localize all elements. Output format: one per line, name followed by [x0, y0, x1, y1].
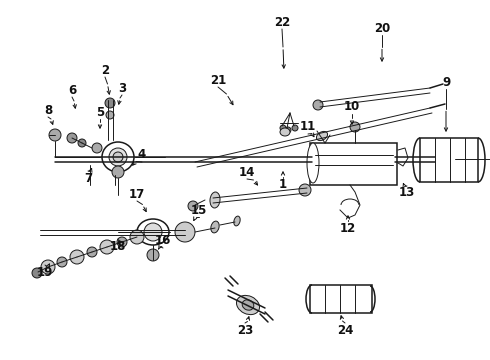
Ellipse shape: [242, 300, 254, 310]
Text: 7: 7: [84, 171, 92, 184]
Text: 4: 4: [138, 148, 146, 162]
Text: 18: 18: [110, 239, 126, 252]
Circle shape: [117, 237, 127, 247]
Circle shape: [78, 139, 86, 147]
Circle shape: [188, 201, 198, 211]
Circle shape: [313, 100, 323, 110]
Text: 10: 10: [344, 100, 360, 113]
Text: 5: 5: [96, 105, 104, 118]
Circle shape: [112, 166, 124, 178]
Text: 8: 8: [44, 104, 52, 117]
Bar: [310, 285, 372, 313]
Ellipse shape: [280, 128, 290, 136]
Ellipse shape: [113, 152, 123, 162]
Ellipse shape: [307, 143, 319, 183]
Circle shape: [175, 222, 195, 242]
Ellipse shape: [137, 219, 169, 245]
Circle shape: [299, 184, 311, 196]
Circle shape: [105, 98, 115, 108]
Text: 1: 1: [279, 179, 287, 192]
Ellipse shape: [210, 192, 220, 208]
Text: 6: 6: [68, 84, 76, 96]
Text: 22: 22: [274, 15, 290, 28]
Text: 11: 11: [300, 121, 316, 134]
Ellipse shape: [234, 216, 240, 226]
Bar: [420, 138, 478, 182]
Ellipse shape: [237, 296, 260, 315]
Circle shape: [100, 240, 114, 254]
Text: 17: 17: [129, 188, 145, 201]
Text: 15: 15: [191, 203, 207, 216]
Text: 13: 13: [399, 186, 415, 199]
Circle shape: [57, 257, 67, 267]
Ellipse shape: [102, 142, 134, 172]
Circle shape: [292, 125, 298, 131]
Text: 14: 14: [239, 166, 255, 179]
Text: 23: 23: [237, 324, 253, 337]
Ellipse shape: [144, 223, 162, 241]
Circle shape: [70, 250, 84, 264]
Text: 24: 24: [337, 324, 353, 337]
Circle shape: [130, 230, 144, 244]
Circle shape: [350, 122, 360, 132]
Circle shape: [147, 249, 159, 261]
Circle shape: [92, 143, 102, 153]
Ellipse shape: [109, 148, 127, 166]
Text: 16: 16: [155, 234, 171, 248]
Circle shape: [106, 111, 114, 119]
Text: 9: 9: [442, 76, 450, 89]
Circle shape: [41, 260, 55, 274]
Ellipse shape: [317, 131, 328, 141]
Circle shape: [67, 133, 77, 143]
Circle shape: [87, 247, 97, 257]
Circle shape: [285, 127, 291, 133]
Text: 3: 3: [118, 81, 126, 94]
Circle shape: [49, 129, 61, 141]
Circle shape: [280, 125, 286, 131]
Text: 12: 12: [340, 221, 356, 234]
Text: 19: 19: [37, 266, 53, 279]
Circle shape: [32, 268, 42, 278]
Text: 21: 21: [210, 73, 226, 86]
Ellipse shape: [211, 221, 219, 233]
Bar: [310, 143, 397, 185]
Text: 20: 20: [374, 22, 390, 35]
Text: 2: 2: [101, 63, 109, 77]
